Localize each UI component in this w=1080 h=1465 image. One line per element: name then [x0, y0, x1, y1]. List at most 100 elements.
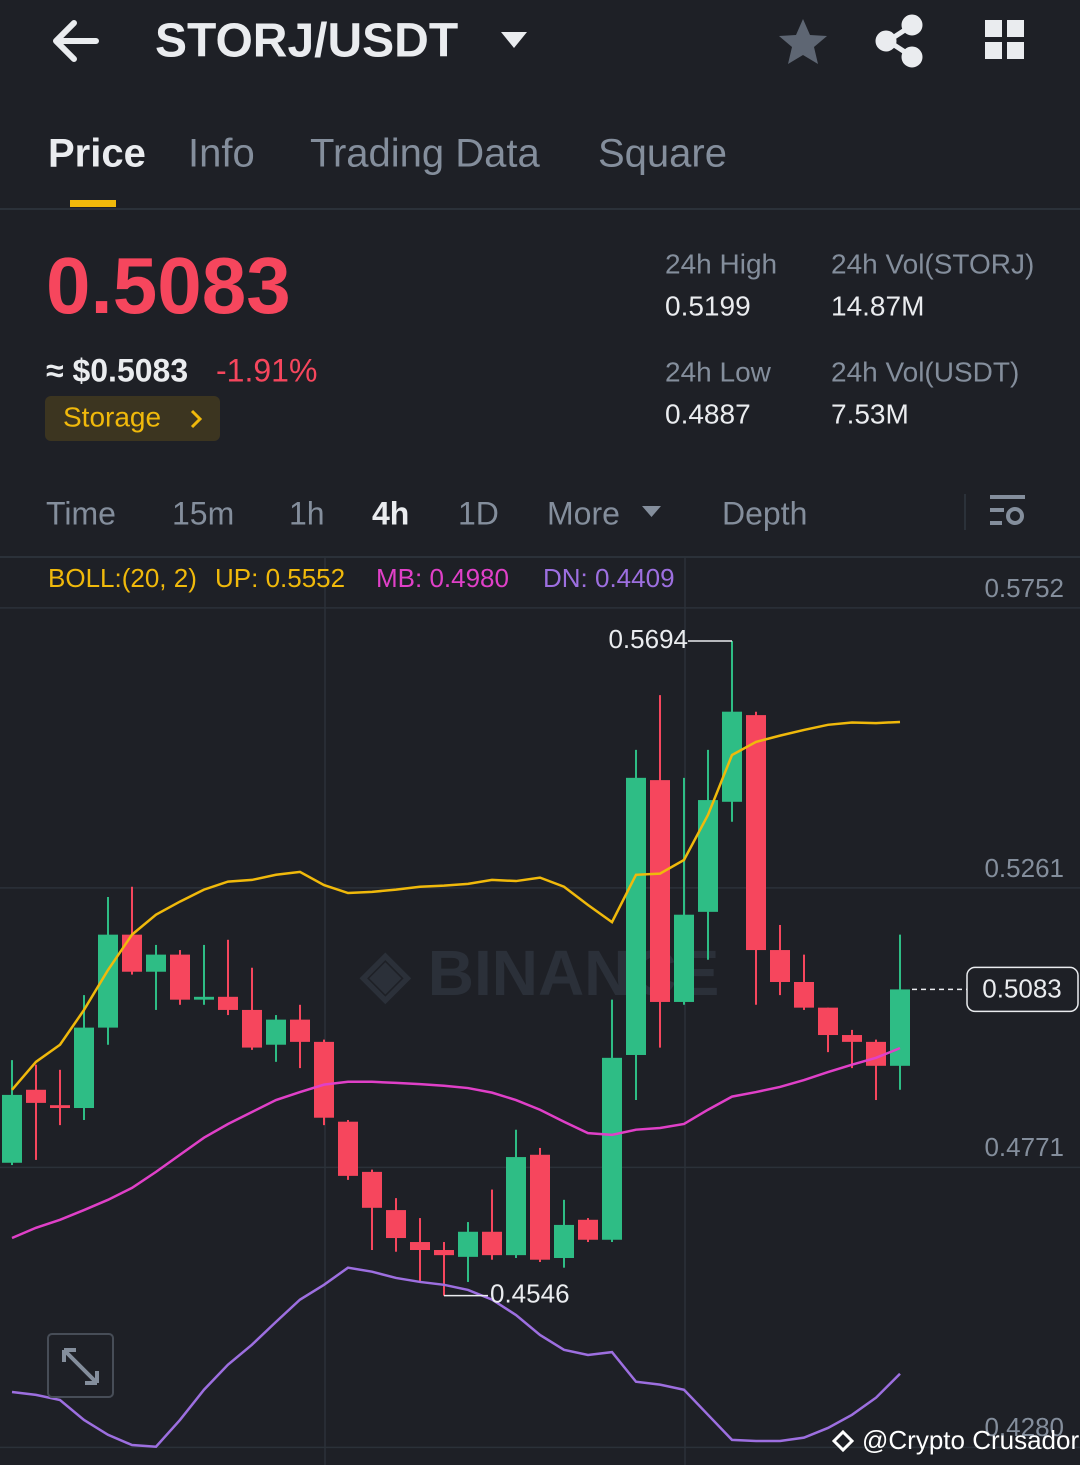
candle-body — [482, 1231, 502, 1256]
stat-label: 24h Low — [665, 356, 772, 387]
chart: 0.5752 0.5261 0.4771 0.4280 0.5694 0.4546 0.50… — [0, 573, 1080, 1449]
share-icon[interactable] — [875, 14, 923, 68]
tag-chevron — [190, 409, 203, 429]
candle-body — [410, 1242, 430, 1251]
stat-value: 14.87M — [831, 290, 924, 321]
watermark: @Crypto Crusador — [862, 1425, 1079, 1455]
candle-body — [266, 1019, 286, 1045]
y-tick-label: 0.4771 — [984, 1132, 1064, 1162]
tag-chip[interactable] — [45, 396, 220, 441]
candle-body — [242, 1009, 262, 1048]
candle-body — [458, 1231, 478, 1257]
candle-body — [314, 1041, 334, 1118]
interval[interactable]: More — [547, 495, 620, 531]
stat-value: 0.5199 — [665, 290, 751, 321]
indicator-legend: BOLL:(20, 2) — [48, 563, 197, 593]
boll-line — [11, 1046, 901, 1240]
back-button[interactable] — [53, 20, 99, 62]
stat-label: 24h Vol(STORJ) — [831, 248, 1034, 279]
candle-body — [146, 954, 166, 972]
y-tick-label: 0.5261 — [984, 853, 1064, 883]
stat-label: 24h Vol(USDT) — [831, 356, 1019, 387]
candle-body — [554, 1224, 574, 1258]
tab[interactable]: Trading Data — [310, 132, 541, 176]
interval[interactable]: 1h — [289, 495, 325, 531]
candle-body — [74, 1027, 94, 1109]
tab[interactable]: Square — [598, 132, 727, 176]
high-label: 0.5694 — [608, 624, 688, 654]
candle-body — [50, 1105, 70, 1109]
candle-body — [338, 1121, 358, 1176]
indicator-legend: DN: 0.4409 — [543, 563, 675, 593]
candle-body — [2, 1094, 22, 1163]
settings-gear — [1006, 507, 1024, 525]
share-dot — [875, 30, 897, 52]
tag-label: Storage — [63, 401, 161, 432]
candle-body — [626, 777, 646, 1055]
candle-body — [122, 934, 142, 972]
price-tag — [966, 966, 1079, 1013]
candle-body — [698, 800, 718, 912]
candle-body — [770, 950, 790, 982]
favorite-star[interactable] — [779, 19, 827, 64]
candle-body — [890, 989, 910, 1066]
layout-square — [1007, 20, 1024, 37]
back-arrow — [53, 20, 99, 62]
more-dropdown — [642, 506, 661, 517]
expand-button[interactable] — [47, 1333, 114, 1398]
price-change: -1.91% — [216, 352, 317, 388]
expand-icon — [62, 1348, 99, 1385]
candle-body — [386, 1210, 406, 1239]
candle-body — [578, 1219, 598, 1240]
candle-body — [170, 954, 190, 1000]
last-price: 0.5083 — [46, 241, 291, 330]
interval[interactable]: 15m — [172, 495, 234, 531]
interval[interactable]: Time — [46, 495, 116, 531]
boll-line — [11, 1266, 901, 1449]
layout-square — [985, 20, 1002, 37]
candle-body — [818, 1007, 838, 1036]
interval-active[interactable]: 4h — [372, 495, 409, 531]
candle-body — [362, 1171, 382, 1208]
candle-body — [794, 981, 814, 1008]
candle-body — [434, 1250, 454, 1256]
tab-active[interactable]: Price — [48, 132, 146, 176]
tab-indicator — [70, 200, 116, 207]
candle-body — [746, 715, 766, 951]
candle-body — [650, 780, 670, 1002]
candle-body — [602, 1057, 622, 1240]
candle-body — [290, 1019, 310, 1042]
pair-dropdown[interactable] — [501, 32, 527, 48]
price-tag-label: 0.5083 — [982, 973, 1062, 1003]
stat-label: 24h High — [665, 248, 777, 279]
y-tick-label: 0.5752 — [984, 573, 1064, 603]
low-label: 0.4546 — [490, 1279, 570, 1309]
share-dot — [901, 14, 923, 36]
layout-icon[interactable] — [985, 20, 1024, 59]
tab[interactable]: Info — [188, 132, 255, 176]
interval[interactable]: Depth — [722, 495, 807, 531]
fiat-price: ≈ $0.5083 — [46, 352, 188, 388]
stat-value: 7.53M — [831, 398, 909, 429]
candle-body — [98, 934, 118, 1028]
chart-settings[interactable] — [990, 495, 1025, 525]
watermark-logo — [831, 1429, 855, 1453]
boll-line — [11, 720, 901, 1091]
candle-body — [674, 914, 694, 1002]
y-tick-label: 0.4280 — [984, 1412, 1064, 1442]
indicator-legend: UP: 0.5552 — [215, 563, 345, 593]
candle-body — [218, 996, 238, 1010]
candle-body — [530, 1154, 550, 1260]
candle-body — [842, 1035, 862, 1042]
indicator-legend: MB: 0.4980 — [376, 563, 509, 593]
pair-title[interactable]: STORJ/USDT — [155, 15, 458, 68]
layout-square — [1007, 42, 1024, 59]
stat-value: 0.4887 — [665, 398, 751, 429]
candle-body — [506, 1157, 526, 1256]
interval[interactable]: 1D — [458, 495, 499, 531]
candle-body — [26, 1089, 46, 1103]
share-dot — [901, 46, 923, 68]
layout-square — [985, 42, 1002, 59]
